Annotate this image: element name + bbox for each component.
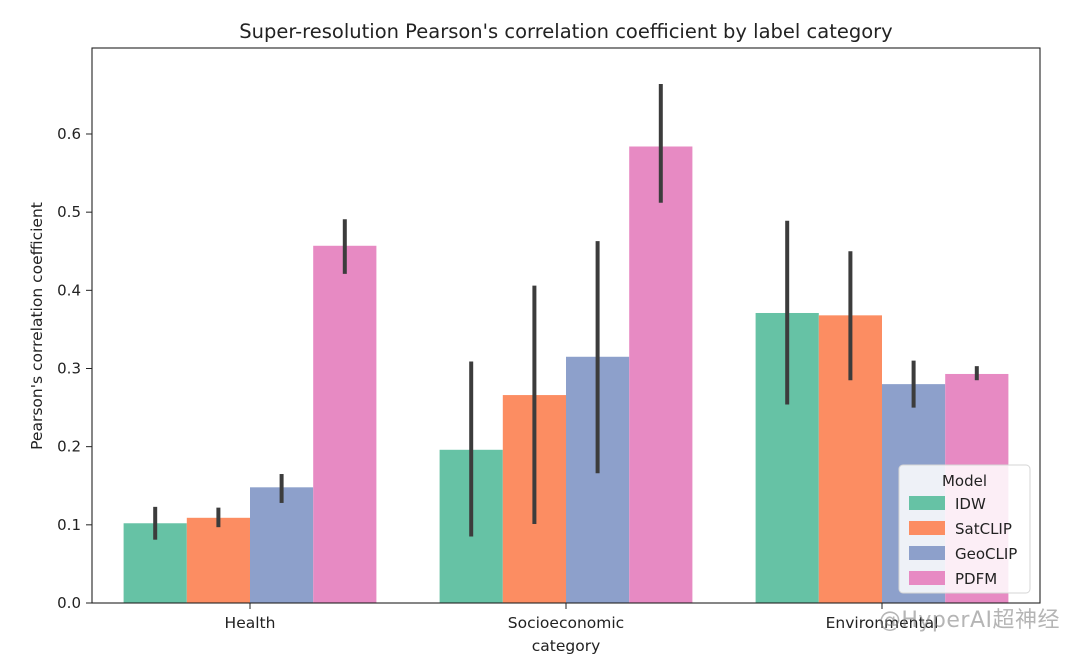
x-tick-label-socioeconomic: Socioeconomic <box>508 614 624 632</box>
y-tick-label: 0.5 <box>57 203 81 221</box>
bar-pdfm-socioeconomic <box>629 146 693 603</box>
watermark-logo: @HyperAI超神经 <box>878 608 1060 633</box>
legend-swatch-satclip <box>909 521 945 535</box>
axes-group: 0.0 0.1 0.2 0.3 0.4 0.5 0.6 Health Socioeconomic… <box>57 47 1041 632</box>
legend-swatch-geoclip <box>909 546 945 560</box>
y-axis-label: Pearson's correlation coefficient <box>28 202 46 450</box>
legend-title: Model <box>942 472 987 490</box>
y-tick-label: 0.0 <box>57 594 81 612</box>
y-tick-label: 0.2 <box>57 438 81 456</box>
bar-geoclip-health <box>250 487 314 603</box>
legend-label-pdfm: PDFM <box>955 570 997 588</box>
chart-title: Super-resolution Pearson's correlation c… <box>239 20 892 43</box>
x-tick-label-environmental: Environmental <box>826 614 939 632</box>
legend-swatch-pdfm <box>909 571 945 585</box>
legend-label-idw: IDW <box>955 495 986 513</box>
y-tick-label: 0.3 <box>57 359 81 377</box>
x-tick-label-health: Health <box>225 614 276 632</box>
legend: Model IDW SatCLIP GeoCLIP PDFM <box>898 464 1031 594</box>
bar-pdfm-health <box>313 245 377 603</box>
legend-label-geoclip: GeoCLIP <box>955 545 1017 563</box>
legend-swatch-idw <box>909 496 945 510</box>
legend-label-satclip: SatCLIP <box>955 520 1012 538</box>
error-bars-group <box>153 83 979 540</box>
y-tick-label: 0.4 <box>57 281 81 299</box>
y-tick-label: 0.6 <box>57 125 81 143</box>
y-tick-label: 0.1 <box>57 516 81 534</box>
x-axis-label: category <box>532 637 601 655</box>
bars-group <box>123 146 1009 603</box>
bar-satclip-health <box>186 517 250 603</box>
